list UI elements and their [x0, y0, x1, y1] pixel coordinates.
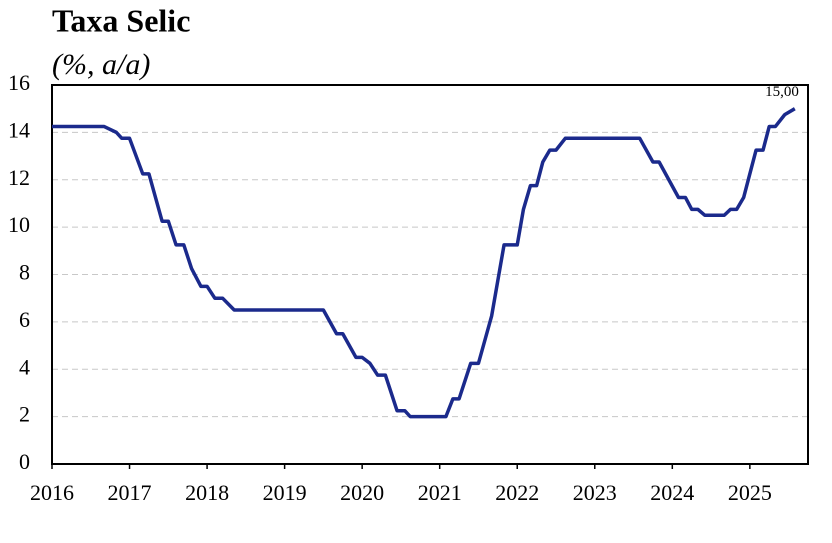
x-tick-label: 2021	[418, 480, 462, 505]
x-tick-label: 2023	[573, 480, 617, 505]
value-label: 15,00	[765, 84, 799, 100]
x-tick-label: 2016	[30, 480, 74, 505]
y-tick-label: 0	[19, 449, 30, 474]
plot-frame	[51, 84, 809, 465]
y-tick-label: 8	[19, 260, 30, 285]
y-tick-label: 4	[19, 354, 30, 379]
x-tick-label: 2017	[108, 480, 152, 505]
x-tick-label: 2020	[340, 480, 384, 505]
chart-title: Taxa Selic	[52, 2, 190, 38]
y-tick-label: 10	[8, 212, 30, 237]
y-tick-label: 6	[19, 307, 30, 332]
x-tick-label: 2022	[495, 480, 539, 505]
x-tick-label: 2019	[263, 480, 307, 505]
x-tick-label: 2018	[185, 480, 229, 505]
y-tick-label: 16	[8, 70, 30, 95]
data-line	[52, 107, 796, 419]
y-tick-label: 14	[8, 117, 30, 142]
x-tick-label: 2025	[728, 480, 772, 505]
chart-subtitle: (%, a/a)	[52, 48, 150, 81]
x-tick-label: 2024	[650, 480, 694, 505]
y-tick-label: 2	[19, 402, 30, 427]
y-tick-label: 12	[8, 165, 30, 190]
